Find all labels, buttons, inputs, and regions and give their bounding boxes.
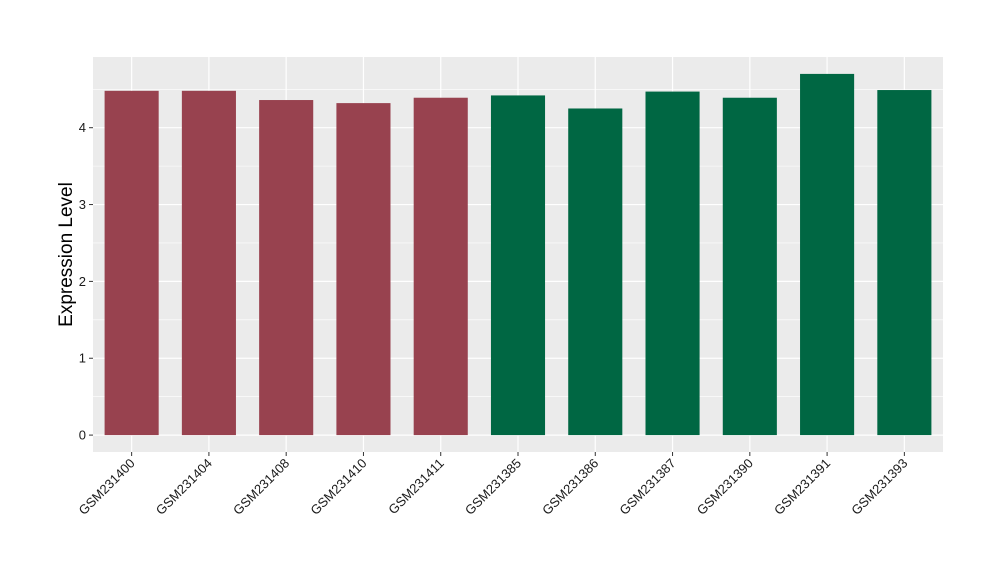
x-tick-label: GSM231410 [307,456,369,518]
y-tick-label: 2 [79,274,86,289]
bar-GSM231411 [413,97,468,436]
bar-GSM231391 [800,73,855,436]
x-tick-label: GSM231400 [76,456,138,518]
x-tick-label: GSM231408 [230,456,292,518]
y-tick-label: 4 [79,120,86,135]
x-tick-label: GSM231411 [385,456,447,518]
bar-GSM231410 [336,103,391,436]
x-tick-label: GSM231386 [539,456,601,518]
y-tick-label: 1 [79,351,86,366]
x-tick-label: GSM231393 [848,456,910,518]
y-axis: 0 1 2 3 4 [79,120,93,443]
y-tick-label: 3 [79,197,86,212]
bars [104,73,932,436]
x-axis: GSM231400 GSM231404 GSM231408 GSM231410 GSM2… [76,452,910,518]
y-axis-title: Expression Level [56,182,77,327]
bar-GSM231386 [568,108,623,436]
bar-GSM231385 [490,95,546,436]
bar-GSM231404 [181,90,236,436]
y-tick-label: 0 [79,428,86,443]
x-tick-label: GSM231404 [153,456,215,518]
bar-GSM231393 [877,90,932,436]
x-tick-label: GSM231391 [771,456,833,518]
bar-GSM231408 [259,100,314,436]
bar-GSM231390 [722,97,777,436]
x-tick-label: GSM231387 [616,456,678,518]
x-tick-label: GSM231385 [462,456,524,518]
bar-GSM231400 [104,90,159,436]
x-tick-label: GSM231390 [694,456,756,518]
bar-GSM231387 [645,91,700,436]
